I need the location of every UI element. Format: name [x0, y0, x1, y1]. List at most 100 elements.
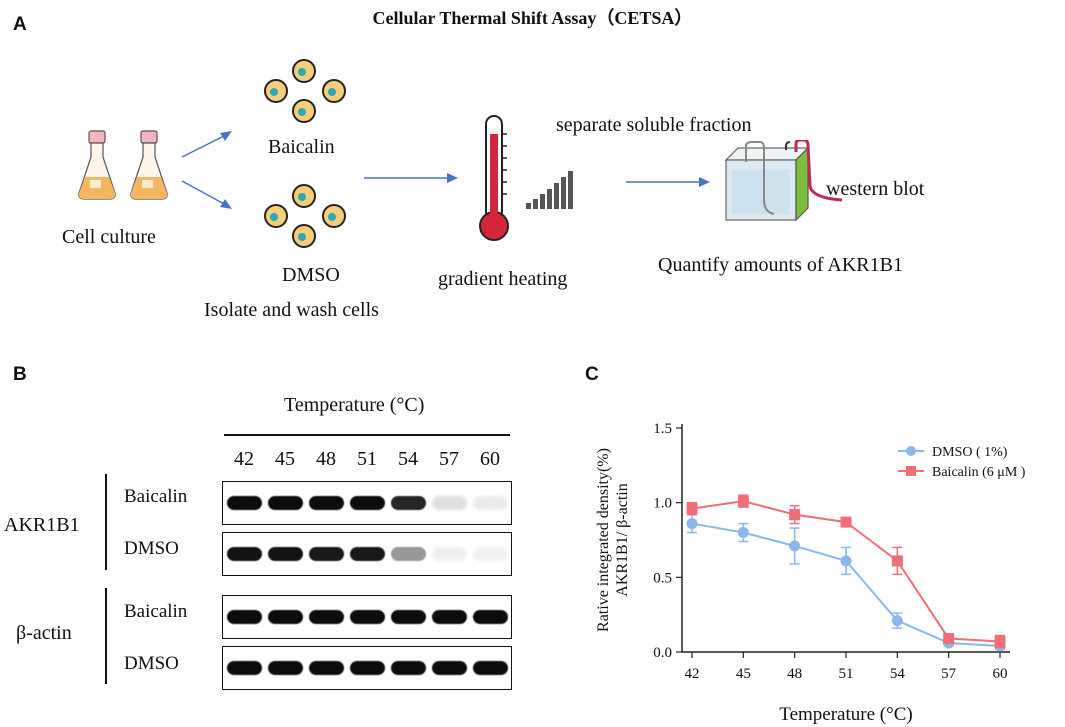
- blot-band: [473, 496, 508, 510]
- blot-band: [227, 661, 262, 675]
- lane-temp-label: 42: [234, 448, 254, 470]
- arrow-down-head: [220, 199, 232, 209]
- x-tick-label: 54: [890, 666, 906, 682]
- baicalin-group-label: Baicalin: [268, 136, 335, 158]
- y-tick-label: 1.5: [653, 421, 672, 437]
- blot-akr-baicalin: [222, 481, 512, 525]
- baicalin-cells-icon: [264, 59, 346, 123]
- data-point: [737, 527, 749, 539]
- blot-band: [473, 661, 508, 675]
- x-tick-label: 42: [685, 666, 700, 682]
- actin-baicalin-row-label: Baicalin: [124, 601, 188, 622]
- y-axis-label-line1: Rative integrated density(%): [595, 448, 612, 632]
- blot-band: [432, 496, 467, 510]
- western-blot-apparatus-icon: [724, 140, 843, 222]
- y-axis-label-line2: AKR1B1/ β-actin: [614, 483, 631, 596]
- actin-dmso-row-label: DMSO: [124, 653, 179, 674]
- blot-band: [432, 610, 467, 624]
- akr1b1-bracket: [105, 474, 107, 570]
- dmso-cells-icon: [264, 184, 346, 248]
- cell-culture-label: Cell culture: [62, 226, 156, 248]
- cell-icon: [292, 224, 316, 248]
- blot-actin-dmso: [222, 646, 512, 690]
- arrow-down-line: [181, 180, 227, 206]
- y-tick-label: 0.5: [653, 570, 672, 586]
- blot-band: [432, 547, 467, 561]
- blot-band: [473, 547, 508, 561]
- data-point: [891, 615, 903, 627]
- lane-temp-label: 45: [275, 448, 295, 470]
- data-point: [840, 555, 852, 567]
- arrow-up-head: [220, 131, 232, 141]
- blot-band: [268, 496, 303, 510]
- flask-icon-left: [78, 130, 116, 200]
- blot-band: [473, 610, 508, 624]
- blot-band: [350, 496, 385, 510]
- blot-actin-baicalin: [222, 595, 512, 639]
- gradient-bars-icon: [526, 171, 573, 209]
- data-point: [686, 503, 698, 515]
- series-line-0: [691, 522, 1001, 648]
- blot-band: [350, 547, 385, 561]
- akr-baicalin-row-label: Baicalin: [124, 486, 188, 507]
- arrow-up-line: [181, 134, 227, 158]
- cell-icon: [292, 99, 316, 123]
- separate-label: separate soluble fraction: [556, 114, 752, 136]
- panel-b-letter: B: [13, 364, 27, 385]
- arrow-to-heating: [364, 173, 458, 183]
- cell-icon: [322, 79, 346, 103]
- blot-band: [391, 610, 426, 624]
- x-tick-label: 51: [839, 666, 854, 682]
- blot-band: [268, 547, 303, 561]
- blot-band: [268, 610, 303, 624]
- blot-band: [350, 610, 385, 624]
- flask-icon-right: [130, 130, 168, 200]
- legend-marker: [906, 466, 916, 476]
- data-point: [840, 516, 852, 528]
- panel-a-letter: A: [13, 14, 27, 35]
- blot-band: [227, 547, 262, 561]
- quantify-label: Quantify amounts of AKR1B1: [658, 254, 903, 276]
- data-point: [789, 540, 801, 552]
- cell-icon: [264, 204, 288, 228]
- cell-icon: [292, 184, 316, 208]
- cell-icon: [292, 59, 316, 83]
- data-point: [943, 633, 955, 645]
- x-tick-label: 57: [941, 666, 957, 682]
- lane-temp-label: 51: [357, 448, 377, 470]
- blot-band: [432, 661, 467, 675]
- akr-dmso-row-label: DMSO: [124, 538, 179, 559]
- lane-temp-label: 48: [316, 448, 336, 470]
- data-point: [994, 636, 1006, 648]
- blot-band: [391, 547, 426, 561]
- blot-band: [309, 547, 344, 561]
- actin-bracket: [105, 588, 107, 684]
- dmso-group-label: DMSO: [282, 264, 340, 286]
- lane-temp-label: 54: [398, 448, 418, 470]
- lane-temp-label: 60: [480, 448, 500, 470]
- western-blot-label: western blot: [826, 178, 925, 200]
- blot-band: [391, 496, 426, 510]
- blot-band: [309, 610, 344, 624]
- isolate-label: Isolate and wash cells: [204, 299, 379, 321]
- temperature-header: Temperature (°C): [284, 394, 425, 416]
- blot-band: [268, 661, 303, 675]
- cell-icon: [264, 79, 288, 103]
- x-tick-label: 48: [787, 666, 802, 682]
- panel-c-letter: C: [585, 364, 599, 385]
- figure-title: Cellular Thermal Shift Assay（CETSA）: [372, 8, 693, 28]
- x-tick-label: 45: [736, 666, 751, 682]
- arrow-to-blot: [626, 177, 710, 187]
- legend-marker: [906, 446, 916, 456]
- blot-band: [350, 661, 385, 675]
- split-arrows: [181, 131, 232, 209]
- legend-label: DMSO ( 1%): [932, 445, 1008, 460]
- x-axis-label: Temperature (°C): [779, 704, 912, 725]
- gradient-heating-label: gradient heating: [438, 268, 568, 290]
- thermal-shift-chart: 0.0 0.5 1.0 1.5 42 45 48 51 54 57 60 Temperature (°…: [595, 421, 1026, 725]
- culture-flasks-icon: [78, 130, 168, 200]
- blot-band: [227, 496, 262, 510]
- blot-akr-dmso: [222, 532, 512, 576]
- blot-band: [309, 496, 344, 510]
- data-point: [737, 495, 749, 507]
